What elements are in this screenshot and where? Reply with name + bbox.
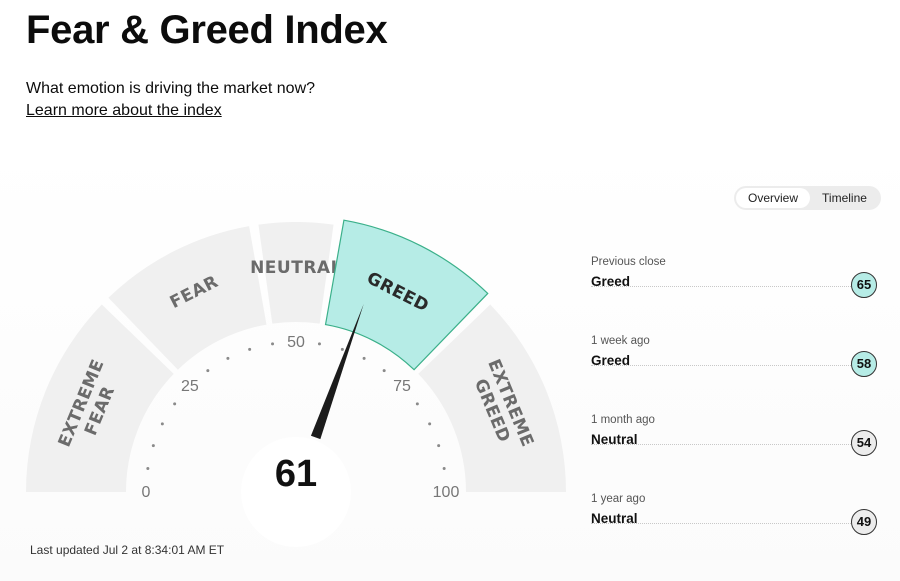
scale-dot (317, 342, 321, 346)
last-updated: Last updated Jul 2 at 8:34:01 AM ET (30, 543, 225, 557)
history-status: Neutral (591, 432, 638, 447)
history-list: Previous close Greed 65 1 week ago Greed… (591, 256, 881, 572)
history-item-1-week: 1 week ago Greed 58 (591, 335, 881, 414)
zone-fear (108, 226, 267, 370)
gauge-value: 61 (275, 453, 317, 495)
scale-dot (146, 467, 150, 471)
history-item-1-year: 1 year ago Neutral 49 (591, 493, 881, 572)
scale-dot (382, 369, 386, 373)
view-toggle: Overview Timeline (734, 186, 881, 210)
gauge-needle (310, 303, 364, 440)
tick-label: 100 (433, 484, 460, 501)
gauge-hub (241, 437, 351, 547)
page-title: Fear & Greed Index (26, 8, 388, 52)
zone-extreme-greed (418, 304, 566, 492)
history-item-previous-close: Previous close Greed 65 (591, 256, 881, 335)
page-subtitle: What emotion is driving the market now? (26, 80, 316, 97)
history-label: 1 month ago (591, 414, 655, 426)
history-score-badge: 49 (851, 509, 877, 535)
scale-dot (248, 347, 252, 351)
history-label: Previous close (591, 256, 666, 268)
tick-label: 0 (142, 484, 151, 501)
zone-neutral (258, 222, 334, 324)
history-divider (591, 365, 851, 366)
learn-more-link[interactable]: Learn more about the index (26, 102, 222, 119)
scale-dot (442, 467, 446, 471)
zone-label-neutral: NEUTRAL (250, 258, 342, 278)
history-divider (591, 286, 851, 287)
history-status: Greed (591, 353, 631, 368)
tick-label: 50 (287, 334, 305, 351)
scale-dot (226, 356, 230, 360)
scale-dot (173, 402, 177, 406)
overview-tab[interactable]: Overview (736, 188, 810, 208)
history-status: Neutral (591, 511, 638, 526)
history-score-badge: 65 (851, 272, 877, 298)
zone-greed (324, 219, 489, 371)
scale-dot (206, 369, 210, 373)
scale-dot (271, 342, 275, 346)
scale-dot (362, 356, 366, 360)
scale-dot (340, 347, 344, 351)
scale-dot (428, 422, 432, 426)
history-item-1-month: 1 month ago Neutral 54 (591, 414, 881, 493)
scale-dot (160, 422, 164, 426)
history-status: Greed (591, 274, 631, 289)
history-divider (591, 444, 851, 445)
history-divider (591, 523, 851, 524)
history-label: 1 week ago (591, 335, 650, 347)
history-score-badge: 54 (851, 430, 877, 456)
tick-label: 75 (393, 378, 411, 395)
zone-extreme-fear (26, 304, 174, 492)
timeline-tab[interactable]: Timeline (822, 191, 867, 205)
scale-dot (151, 444, 155, 448)
scale-dot (437, 444, 441, 448)
tick-label: 25 (181, 378, 199, 395)
history-label: 1 year ago (591, 493, 646, 505)
scale-dot (415, 402, 419, 406)
history-score-badge: 58 (851, 351, 877, 377)
